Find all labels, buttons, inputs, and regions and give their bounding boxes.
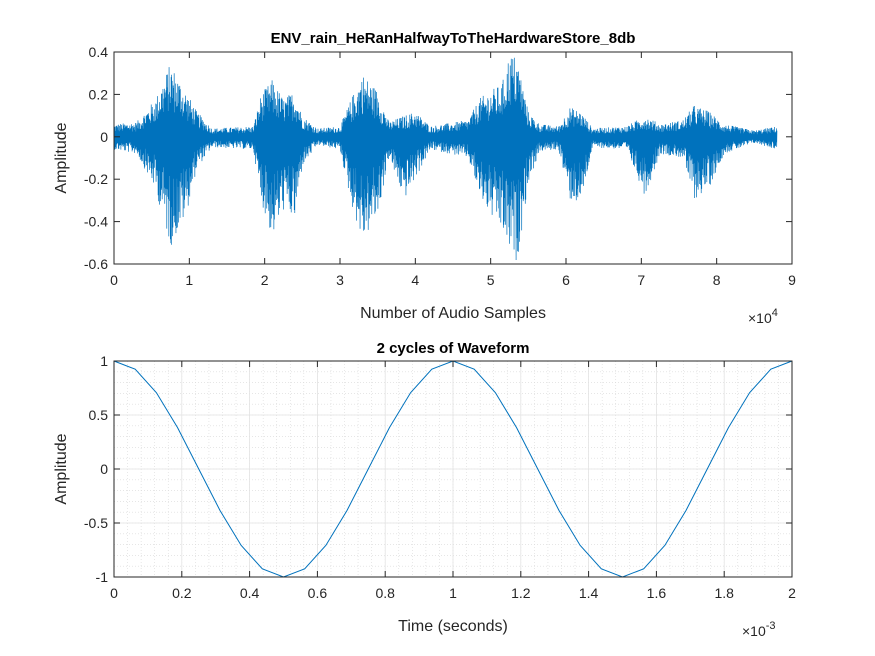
x-axis-exponent-label: ×104 [748, 307, 778, 326]
x-tick-label: 2 [788, 585, 796, 601]
x-tick-label: 0 [110, 272, 118, 288]
x-axis-label: Number of Audio Samples [360, 305, 546, 322]
cycles-waveform-axes: 0 0.2 0.4 0.6 0.8 1 1.2 1.4 1.6 1.8 2 -1 -0.5 0 0.5 1 2… [53, 340, 796, 639]
x-tick-label: 1 [449, 585, 457, 601]
x-axis-exponent-label: ×10-3 [742, 620, 776, 639]
x-tick-label: 1.4 [579, 585, 599, 601]
x-exponent-power: -3 [766, 620, 776, 632]
chart-title: ENV_rain_HeRanHalfwayToTheHardwareStore_… [271, 30, 636, 47]
x-tick-label: 6 [562, 272, 570, 288]
audio-waveform-line [113, 57, 778, 261]
plot-lines [113, 57, 778, 261]
x-tick-label: 8 [713, 272, 721, 288]
y-tick-label: 0 [100, 129, 108, 145]
x-exponent-base: ×10 [742, 623, 766, 639]
x-tick-label: 1 [185, 272, 193, 288]
y-tick-label: -0.2 [84, 171, 108, 187]
x-tick-label: 7 [637, 272, 645, 288]
x-tick-label: 0.2 [172, 585, 192, 601]
x-tick-label: 0.8 [375, 585, 395, 601]
ticks: 0 1 2 3 4 5 6 7 8 9 -0.6 -0.4 -0.2 0 0.2 0.4 [84, 44, 796, 288]
plot-area [114, 52, 792, 264]
y-tick-label: 0.4 [89, 44, 109, 60]
y-tick-label: -1 [96, 569, 109, 585]
y-tick-label: 0 [100, 461, 108, 477]
y-tick-label: 0.5 [89, 407, 109, 423]
y-tick-label: 0.2 [89, 86, 109, 102]
x-axis-label: Time (seconds) [398, 618, 508, 635]
x-tick-label: 5 [487, 272, 495, 288]
x-tick-label: 1.6 [647, 585, 667, 601]
chart-title: 2 cycles of Waveform [377, 340, 530, 357]
x-tick-label: 2 [261, 272, 269, 288]
x-exponent-power: 4 [772, 307, 778, 319]
x-tick-label: 9 [788, 272, 796, 288]
audio-waveform-axes: 0 1 2 3 4 5 6 7 8 9 -0.6 -0.4 -0.2 0 0.2 0.4 ENV_rain_H… [53, 30, 796, 326]
y-axis-label: Amplitude [53, 433, 70, 504]
y-tick-label: -0.6 [84, 256, 108, 272]
x-tick-label: 0.6 [308, 585, 328, 601]
y-axis-label: Amplitude [53, 122, 70, 193]
axes-box [113, 51, 793, 265]
x-tick-label: 1.2 [511, 585, 531, 601]
x-tick-label: 1.8 [714, 585, 734, 601]
y-tick-label: -0.5 [84, 515, 108, 531]
y-tick-label: 1 [100, 353, 108, 369]
ticks: 0 0.2 0.4 0.6 0.8 1 1.2 1.4 1.6 1.8 2 -1 -0.5 0 0.5 1 [84, 353, 796, 601]
y-tick-label: -0.4 [84, 214, 108, 230]
x-tick-label: 0 [110, 585, 118, 601]
x-tick-label: 0.4 [240, 585, 260, 601]
x-exponent-base: ×10 [748, 310, 772, 326]
x-tick-label: 4 [411, 272, 419, 288]
x-tick-label: 3 [336, 272, 344, 288]
